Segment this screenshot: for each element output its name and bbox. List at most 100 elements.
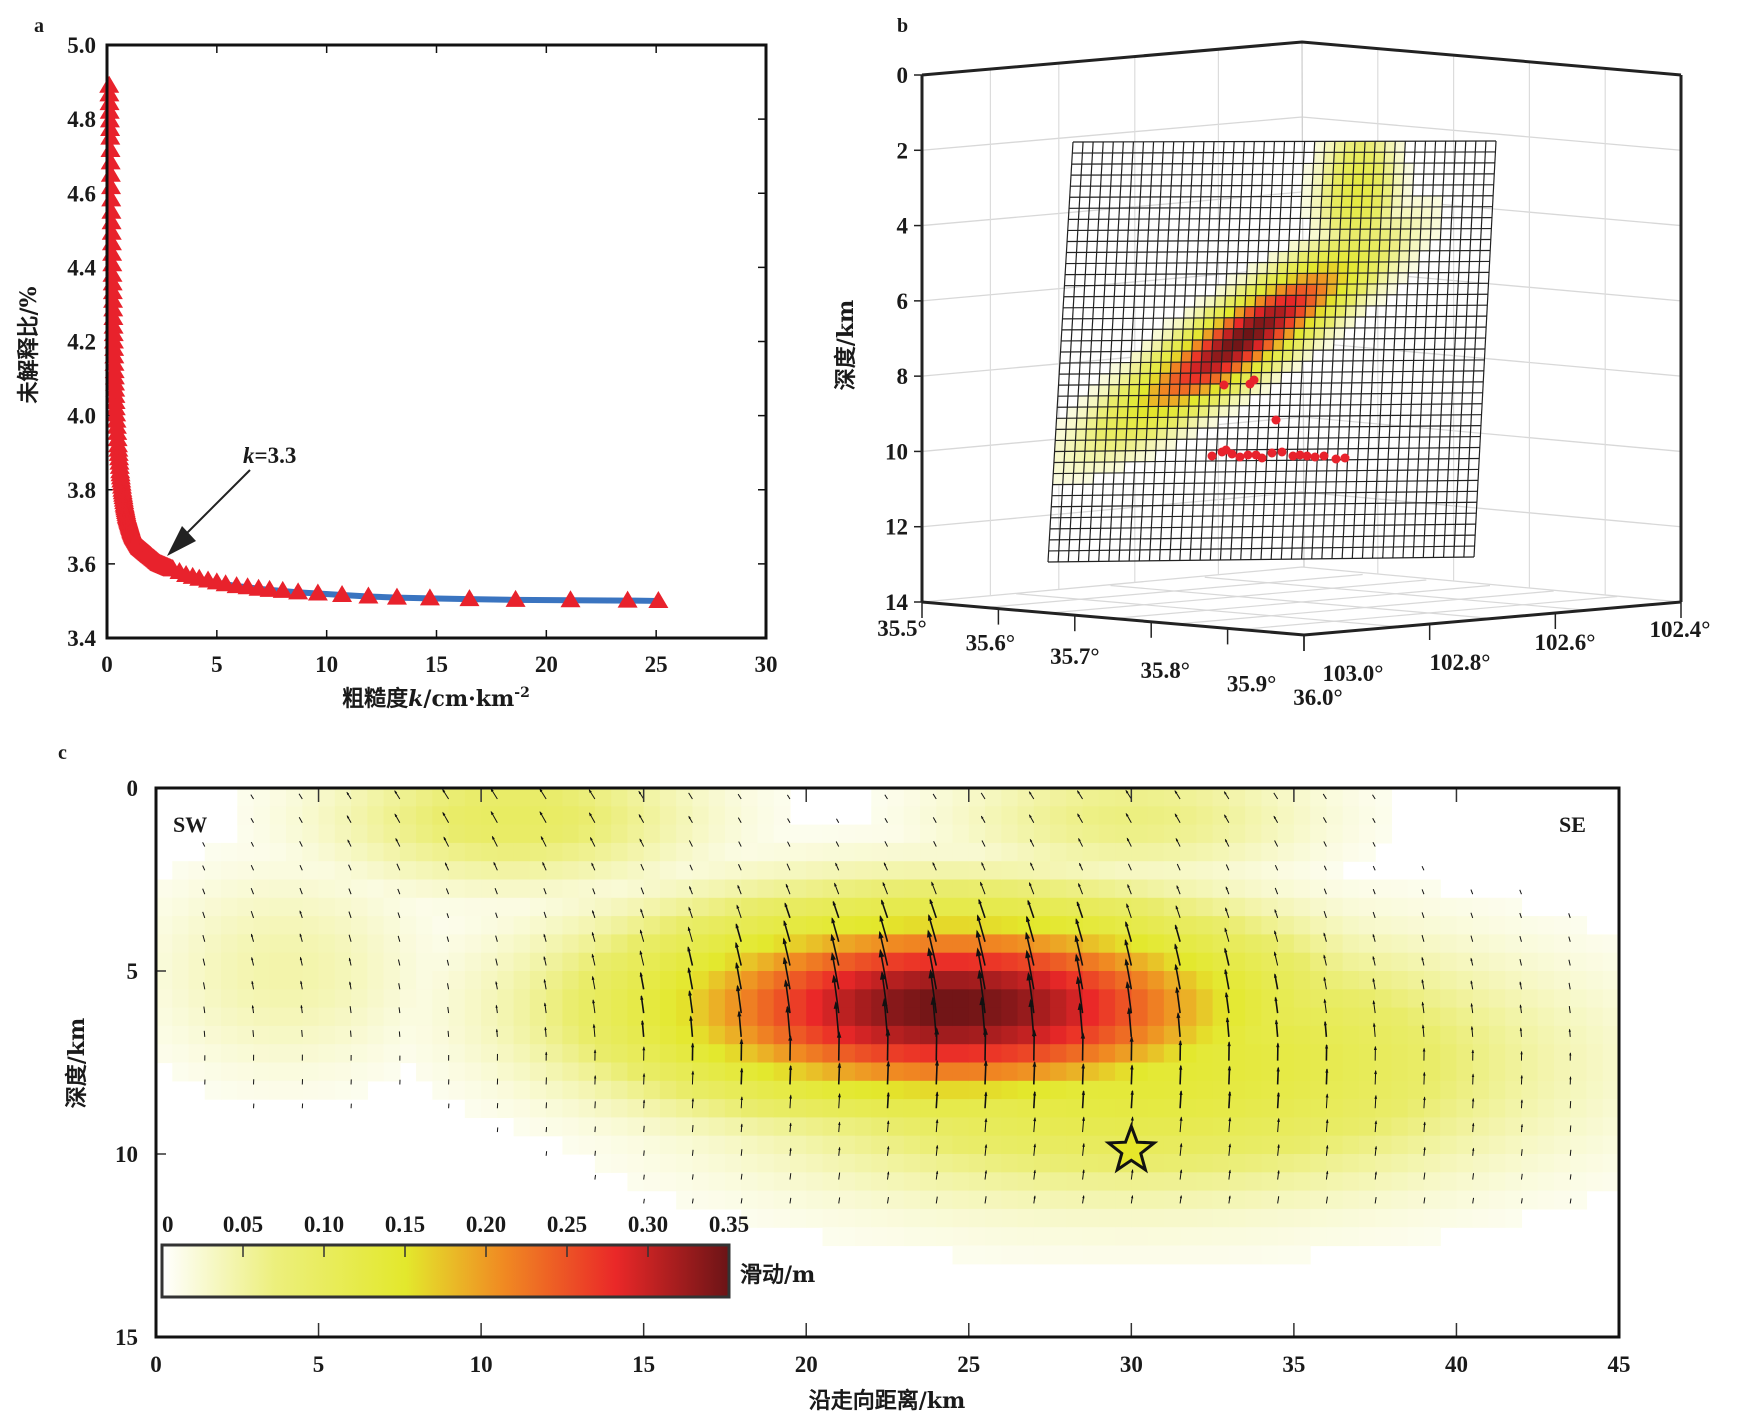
slip-cell: [1212, 842, 1230, 862]
slip-cell: [1088, 384, 1099, 396]
slip-cell: [1001, 1062, 1019, 1082]
rake-arrow: [787, 818, 791, 824]
slip-cell: [1033, 1172, 1051, 1192]
rake-arrowhead: [789, 1122, 792, 1126]
slip-cell: [1147, 1007, 1165, 1027]
slip-cell: [318, 1062, 336, 1082]
slip-cell: [871, 1117, 889, 1137]
rake-arrowhead: [1175, 905, 1179, 910]
slip-cell: [497, 1062, 515, 1082]
slip-cell: [1472, 1025, 1490, 1045]
y-tick-label: 3.4: [67, 626, 96, 651]
slip-cell: [1505, 952, 1523, 972]
slip-cell: [253, 1044, 271, 1064]
slip-cell: [1379, 229, 1391, 241]
slip-cell: [1488, 971, 1506, 990]
slip-cell: [1201, 350, 1213, 363]
rake-arrowhead: [1471, 1049, 1475, 1054]
slip-cell: [1245, 989, 1262, 1009]
panel-c-ylabel: 深度/km: [64, 1018, 90, 1109]
slip-cell: [643, 1062, 661, 1082]
slip-cell: [1137, 406, 1149, 418]
slip-cell: [1505, 1208, 1523, 1228]
slip-cell: [351, 861, 368, 881]
slip-cell: [1358, 934, 1376, 954]
slip-cell: [1228, 879, 1246, 899]
slip-cell: [1053, 451, 1065, 463]
panel-b-fault-mesh: [1047, 140, 1497, 563]
rake-arrow: [935, 1196, 938, 1204]
slip-cell: [1392, 174, 1404, 186]
slip-cell: [269, 1044, 287, 1064]
slip-cell: [887, 1135, 905, 1155]
slip-cell: [1066, 1025, 1084, 1045]
colorbar-tick-label: 0.15: [385, 1212, 425, 1237]
slip-cell: [1050, 1007, 1067, 1027]
rake-arrow: [1472, 1197, 1475, 1204]
annotation-var: k: [243, 443, 255, 468]
rake-arrowhead: [542, 861, 545, 866]
slip-cell: [1147, 1208, 1165, 1228]
slip-cell: [1537, 1062, 1555, 1082]
slip-cell: [1213, 306, 1225, 318]
slip-cell: [1066, 1208, 1084, 1228]
slip-cell: [1210, 372, 1221, 384]
slip-cell: [1456, 1154, 1474, 1173]
slip-cell: [416, 879, 433, 899]
slip-cell: [1456, 897, 1474, 917]
slip-cell: [1281, 361, 1293, 373]
slip-cell: [1537, 1025, 1555, 1045]
slip-cell: [562, 1062, 580, 1082]
slip-cell: [1391, 952, 1409, 972]
slip-cell: [1274, 306, 1286, 318]
slip-cell: [1391, 879, 1409, 899]
slip-cell: [1082, 916, 1100, 935]
slip-cell: [887, 916, 905, 935]
slip-cell: [708, 897, 726, 917]
slip-cell: [936, 989, 954, 1009]
slip-cell: [578, 879, 596, 899]
rake-arrow: [1519, 889, 1522, 895]
slip-cell: [1326, 1117, 1344, 1137]
slip-cell: [1087, 395, 1099, 408]
slip-cell: [1163, 1007, 1181, 1027]
rake-arrow: [1325, 1196, 1328, 1204]
slip-cell: [1050, 1099, 1067, 1118]
slip-cell: [1521, 952, 1539, 972]
slip-cell: [1171, 340, 1183, 352]
slip-cell: [367, 861, 385, 881]
slip-cell: [1293, 971, 1311, 990]
slip-cell: [1342, 952, 1360, 972]
rake-arrowhead: [1421, 956, 1424, 961]
slip-cell: [1350, 218, 1361, 230]
slip-cell: [1391, 1135, 1409, 1155]
slip-cell: [1537, 1080, 1555, 1100]
slip-cell: [757, 934, 775, 954]
rake-arrowhead: [878, 948, 885, 958]
slip-cell: [1386, 283, 1398, 295]
slip-cell: [253, 1080, 271, 1100]
rake-arrowhead: [931, 881, 935, 886]
slip-cell: [985, 824, 1002, 844]
slip-cell: [692, 1190, 710, 1210]
rake-arrowhead: [1274, 1019, 1279, 1025]
slip-cell: [1177, 406, 1189, 418]
slip-cell: [887, 989, 905, 1009]
slip-cell: [757, 1208, 775, 1228]
slip-cell: [1287, 262, 1298, 274]
slip-cell: [367, 842, 385, 862]
slip-cell: [1261, 1062, 1279, 1082]
slip-cell: [594, 824, 612, 844]
slip-cell: [1326, 1062, 1344, 1082]
slip-cell: [1375, 806, 1393, 826]
slip-cell: [334, 861, 352, 881]
slip-cell: [1344, 316, 1356, 329]
slip-cell: [838, 952, 856, 972]
slip-cell: [757, 788, 775, 807]
rake-arrowhead: [688, 815, 691, 819]
slip-cell: [1391, 934, 1409, 954]
slip-cell: [546, 879, 563, 899]
slip-cell: [1488, 1190, 1506, 1210]
slip-cell: [1411, 195, 1423, 207]
slip-cell: [1159, 384, 1170, 396]
